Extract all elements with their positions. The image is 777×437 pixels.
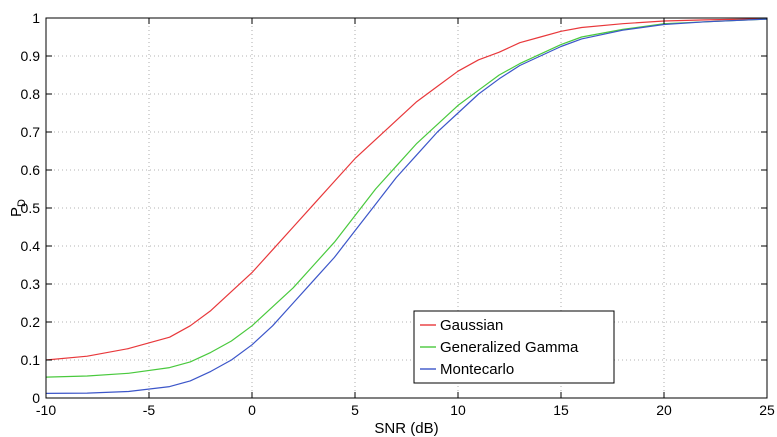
x-tick-label: 20 — [656, 402, 672, 418]
y-tick-label: 0 — [32, 390, 40, 406]
svg-text:PD: PD — [8, 199, 28, 217]
y-tick-label: 0.8 — [21, 86, 41, 102]
y-tick-label: 0.4 — [21, 238, 41, 254]
legend-label: Generalized Gamma — [440, 339, 579, 356]
y-axis-label-subscript: D — [16, 199, 28, 207]
legend-label: Gaussian — [440, 317, 503, 334]
legend: Gaussian Generalized Gamma Montecarlo — [413, 310, 615, 384]
series-group — [45, 18, 768, 394]
x-tick-label: 5 — [351, 402, 359, 418]
y-tick-label: 0.3 — [21, 276, 41, 292]
x-tick-label: 0 — [248, 402, 256, 418]
y-tick-label: 1 — [32, 10, 40, 26]
x-tick-label: -10 — [36, 402, 56, 418]
y-tick-label: 0.6 — [21, 162, 41, 178]
legend-box — [413, 310, 615, 384]
tick-marks — [45, 17, 768, 399]
y-tick-label: 0.7 — [21, 124, 41, 140]
x-tick-label: 15 — [553, 402, 569, 418]
x-tick-label: -5 — [143, 402, 156, 418]
series-line-generalized-gamma — [45, 18, 768, 378]
series-line-gaussian — [45, 18, 768, 361]
y-tick-label: 0.5 — [21, 200, 41, 216]
series-line-montecarlo — [45, 18, 768, 394]
x-axis-label: SNR (dB) — [374, 420, 438, 437]
y-axis-label: PD — [8, 199, 28, 217]
y-tick-label: 0.2 — [21, 314, 41, 330]
y-axis-label-main: P — [8, 207, 25, 217]
y-tick-label: 0.1 — [21, 352, 41, 368]
tick-labels: -10 -5 0 5 10 15 20 25 0 0.1 0.2 0.3 0.4 0.5 0.6 0.7 0.8… — [21, 10, 775, 418]
x-tick-label: 10 — [450, 402, 466, 418]
y-tick-label: 0.9 — [21, 48, 41, 64]
legend-label: Montecarlo — [440, 361, 514, 378]
x-tick-label: 25 — [759, 402, 775, 418]
